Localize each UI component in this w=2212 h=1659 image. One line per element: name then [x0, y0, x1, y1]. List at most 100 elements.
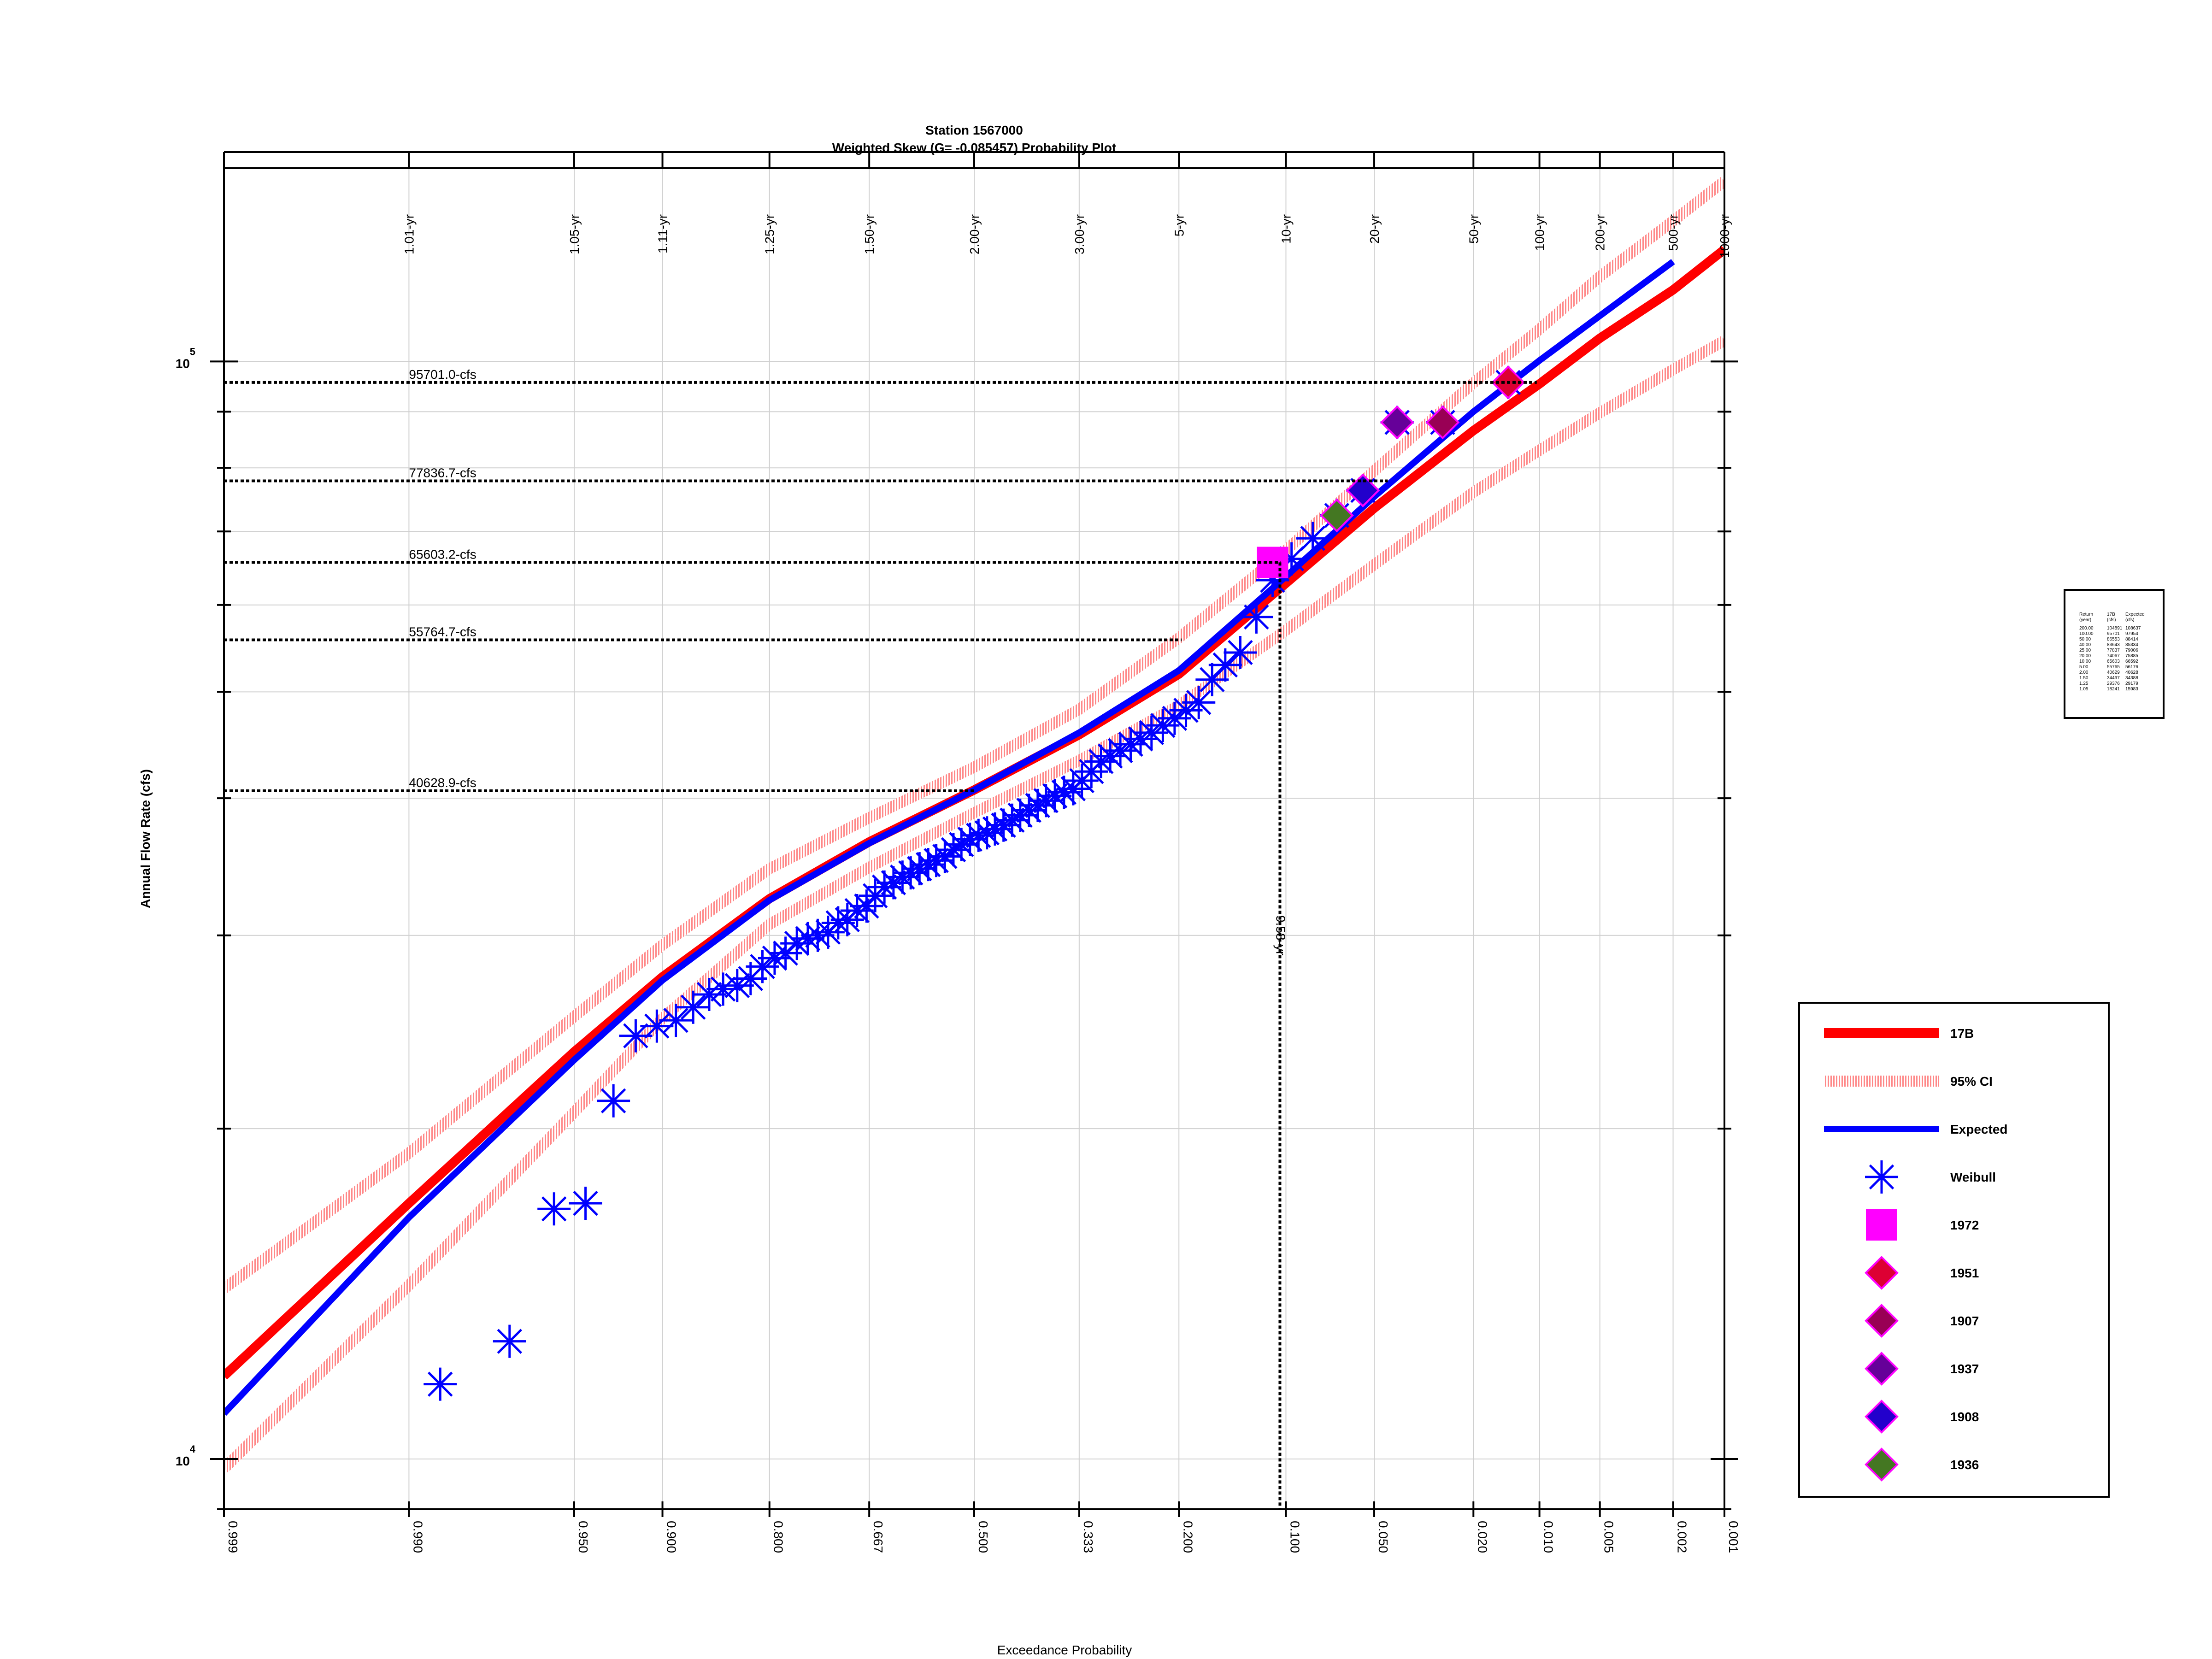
- top-tick-label: 100-yr: [1533, 214, 1547, 251]
- table-cell: 34497: [2107, 676, 2120, 681]
- top-tick-label: 20-yr: [1367, 214, 1382, 244]
- weibull-point: [1224, 635, 1257, 669]
- table-cell: 56176: [2125, 665, 2138, 670]
- marker-1907: [1425, 405, 1460, 440]
- legend-label: 1937: [1950, 1362, 1979, 1376]
- axes: 1.01-yr 1.05-yr 1.11-yr 1.25-yr 1.50-yr 2.00-…: [176, 151, 1741, 1553]
- table-cell: 66592: [2125, 659, 2138, 664]
- table-cell: 200.00: [2079, 626, 2094, 631]
- legend-item: 1972: [1866, 1209, 1979, 1241]
- weibull-point: [569, 1187, 602, 1220]
- table-cell: 5.00: [2079, 665, 2088, 670]
- table-cell: 29179: [2125, 681, 2138, 686]
- legend-label: 1907: [1950, 1314, 1979, 1328]
- legend-swatch: [1865, 1304, 1899, 1338]
- weibull-point: [791, 922, 824, 955]
- x-tick-label: 0.667: [871, 1521, 885, 1553]
- legend-label: Expected: [1950, 1122, 2008, 1136]
- table-cell: 25.00: [2079, 648, 2091, 653]
- top-tick-label: 2.00-yr: [967, 214, 982, 254]
- plot-area: [224, 176, 1724, 1473]
- line-expected: [224, 259, 1675, 1416]
- summary-table: Return 17B Expected(year) (cfs) (cfs)200.00 1…: [2064, 589, 2165, 719]
- top-tick-label: 500-yr: [1666, 214, 1681, 251]
- table-header-cell: (cfs): [2107, 618, 2116, 623]
- table-cell: 95701: [2107, 631, 2120, 636]
- y-tick-base: 10: [176, 1454, 190, 1468]
- table-cell: 15983: [2125, 687, 2138, 692]
- table-cell: 29376: [2107, 681, 2120, 686]
- legend-item: 1937: [1865, 1352, 1979, 1386]
- weibull-point: [840, 894, 874, 927]
- table-cell: 77837: [2107, 648, 2120, 653]
- table-cell: 20.00: [2079, 653, 2091, 659]
- legend-swatch: [1865, 1160, 1898, 1194]
- top-tick-label: 1.01-yr: [402, 214, 416, 254]
- table-cell: 85334: [2125, 642, 2138, 647]
- weibull-point: [720, 969, 754, 1002]
- weibull-point: [640, 1009, 674, 1043]
- legend-swatch: [1865, 1256, 1899, 1290]
- top-tick-label: 1.11-yr: [656, 214, 670, 253]
- x-tick-label: 0.020: [1475, 1521, 1489, 1553]
- ci-lower-line: [224, 335, 1724, 1473]
- x-tick-label: 0.001: [1726, 1521, 1741, 1553]
- weibull-point: [987, 808, 1020, 842]
- top-tick-label: 200-yr: [1593, 214, 1607, 251]
- weibull-point: [493, 1324, 526, 1358]
- table-cell: 83643: [2107, 642, 2120, 647]
- table-header-cell: (year): [2079, 618, 2091, 623]
- legend-label: 1908: [1950, 1410, 1979, 1424]
- table-header-cell: (cfs): [2125, 618, 2134, 623]
- weibull-point: [868, 870, 901, 904]
- x-tick-label: 0.050: [1376, 1521, 1390, 1553]
- legend-item: 17B: [1824, 1026, 1974, 1041]
- ref-flow-label: 77836.7-cfs: [409, 466, 476, 480]
- table-cell: 10.00: [2079, 659, 2091, 664]
- chart-title: Station 1567000: [925, 123, 1023, 137]
- ref-flow-label: 55764.7-cfs: [409, 624, 476, 639]
- y-tick-exp: 4: [190, 1443, 196, 1455]
- x-tick-label: 0.990: [411, 1521, 425, 1553]
- x-axis-label: Exceedance Probability: [997, 1643, 1132, 1657]
- weibull-point: [1114, 727, 1147, 761]
- legend-item: Weibull: [1865, 1160, 1996, 1194]
- ref-flow-label: 65603.2-cfs: [409, 547, 476, 561]
- x-tick-label: 0.100: [1288, 1521, 1302, 1553]
- table-cell: 1.05: [2079, 687, 2088, 692]
- ci-upper-line: [224, 176, 1724, 1293]
- table-cell: 86553: [2107, 637, 2120, 642]
- table-cell: 1.50: [2079, 676, 2088, 681]
- x-tick-label: 0.999: [226, 1521, 240, 1553]
- table-cell: 40628: [2125, 670, 2138, 675]
- weibull-point: [1012, 794, 1046, 827]
- table-cell: 79006: [2125, 648, 2138, 653]
- weibull-point: [537, 1192, 571, 1226]
- y-tick-exp: 5: [190, 346, 195, 357]
- weibull-point: [1003, 798, 1037, 832]
- weibull-point: [597, 1084, 630, 1118]
- reference-lines: 95701.0-cfs 77836.7-cfs 65603.2-cfs 55764.7…: [224, 367, 1537, 1509]
- x-tick-label: 0.002: [1675, 1521, 1689, 1553]
- x-tick-label: 0.200: [1181, 1521, 1195, 1553]
- legend-item: 1907: [1865, 1304, 1979, 1338]
- legend-label: 95% CI: [1950, 1074, 1993, 1088]
- legend-label: Weibull: [1950, 1170, 1996, 1184]
- weibull-point: [659, 1004, 693, 1037]
- legend-label: 1951: [1950, 1266, 1979, 1280]
- marker-1937: [1380, 405, 1414, 440]
- table-cell: 40.00: [2079, 642, 2091, 647]
- table-cell: 55765: [2107, 665, 2120, 670]
- y-tick-base: 10: [176, 356, 190, 371]
- table-cell: 65603: [2107, 659, 2120, 664]
- legend-item: 1908: [1865, 1400, 1979, 1434]
- table-header-cell: 17B: [2107, 612, 2115, 617]
- top-tick-label: 10-yr: [1279, 214, 1293, 244]
- weibull-point: [692, 978, 726, 1012]
- legend-label: 1972: [1950, 1218, 1979, 1232]
- legend: 17B 95% CI Expected Weibull 1972 1951 1907 1937…: [1798, 1002, 2110, 1498]
- table-header-cell: Return: [2079, 612, 2093, 617]
- x-tick-label: 0.800: [771, 1521, 786, 1553]
- top-tick-label: 1000-yr: [1718, 214, 1732, 258]
